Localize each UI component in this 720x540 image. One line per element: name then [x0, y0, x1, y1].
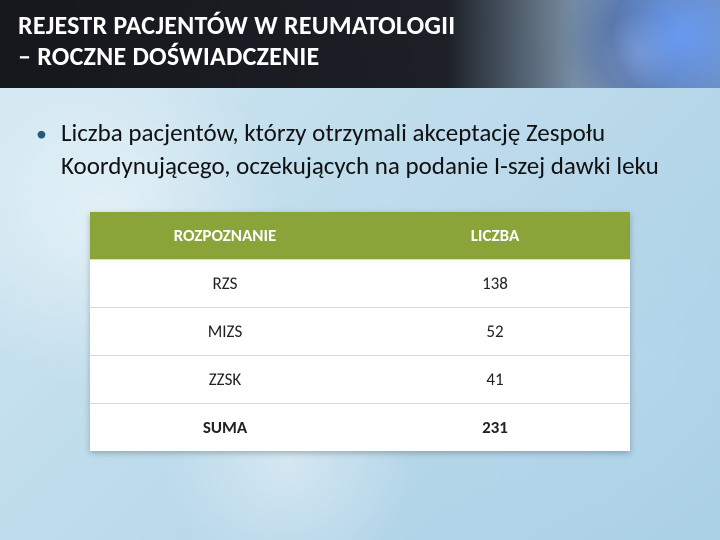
title-line-1: REJESTR PACJENTÓW W REUMATOLOGII	[18, 9, 455, 41]
table-header-cell: LICZBA	[360, 212, 630, 259]
table-row: ZZSK 41	[90, 355, 630, 403]
title-line-2: – ROCZNE DOŚWIADCZENIE	[18, 40, 319, 72]
table-cell-value: 41	[360, 356, 630, 403]
table-header-cell: ROZPOZNANIE	[90, 212, 360, 259]
table-cell-label: MIZS	[90, 308, 360, 355]
table-row: RZS 138	[90, 259, 630, 307]
table-cell-label: RZS	[90, 260, 360, 307]
bullet-text: Liczba pacjentów, którzy otrzymali akcep…	[61, 116, 684, 182]
slide: REJESTR PACJENTÓW W REUMATOLOGII – ROCZN…	[0, 0, 720, 540]
bullet-item: • Liczba pacjentów, którzy otrzymali akc…	[36, 116, 684, 182]
table-cell-label-sum: SUMA	[90, 404, 360, 451]
slide-title: REJESTR PACJENTÓW W REUMATOLOGII – ROCZN…	[18, 10, 702, 71]
slide-body: • Liczba pacjentów, którzy otrzymali akc…	[0, 88, 720, 451]
table-cell-value: 138	[360, 260, 630, 307]
table-row: SUMA 231	[90, 403, 630, 451]
bullet-marker: •	[36, 120, 47, 149]
slide-header: REJESTR PACJENTÓW W REUMATOLOGII – ROCZN…	[0, 0, 720, 88]
table-cell-value-sum: 231	[360, 404, 630, 451]
data-table: ROZPOZNANIE LICZBA RZS 138 MIZS 52 ZZSK …	[90, 212, 630, 451]
table-row: MIZS 52	[90, 307, 630, 355]
table-cell-value: 52	[360, 308, 630, 355]
table-cell-label: ZZSK	[90, 356, 360, 403]
table-header-row: ROZPOZNANIE LICZBA	[90, 212, 630, 259]
